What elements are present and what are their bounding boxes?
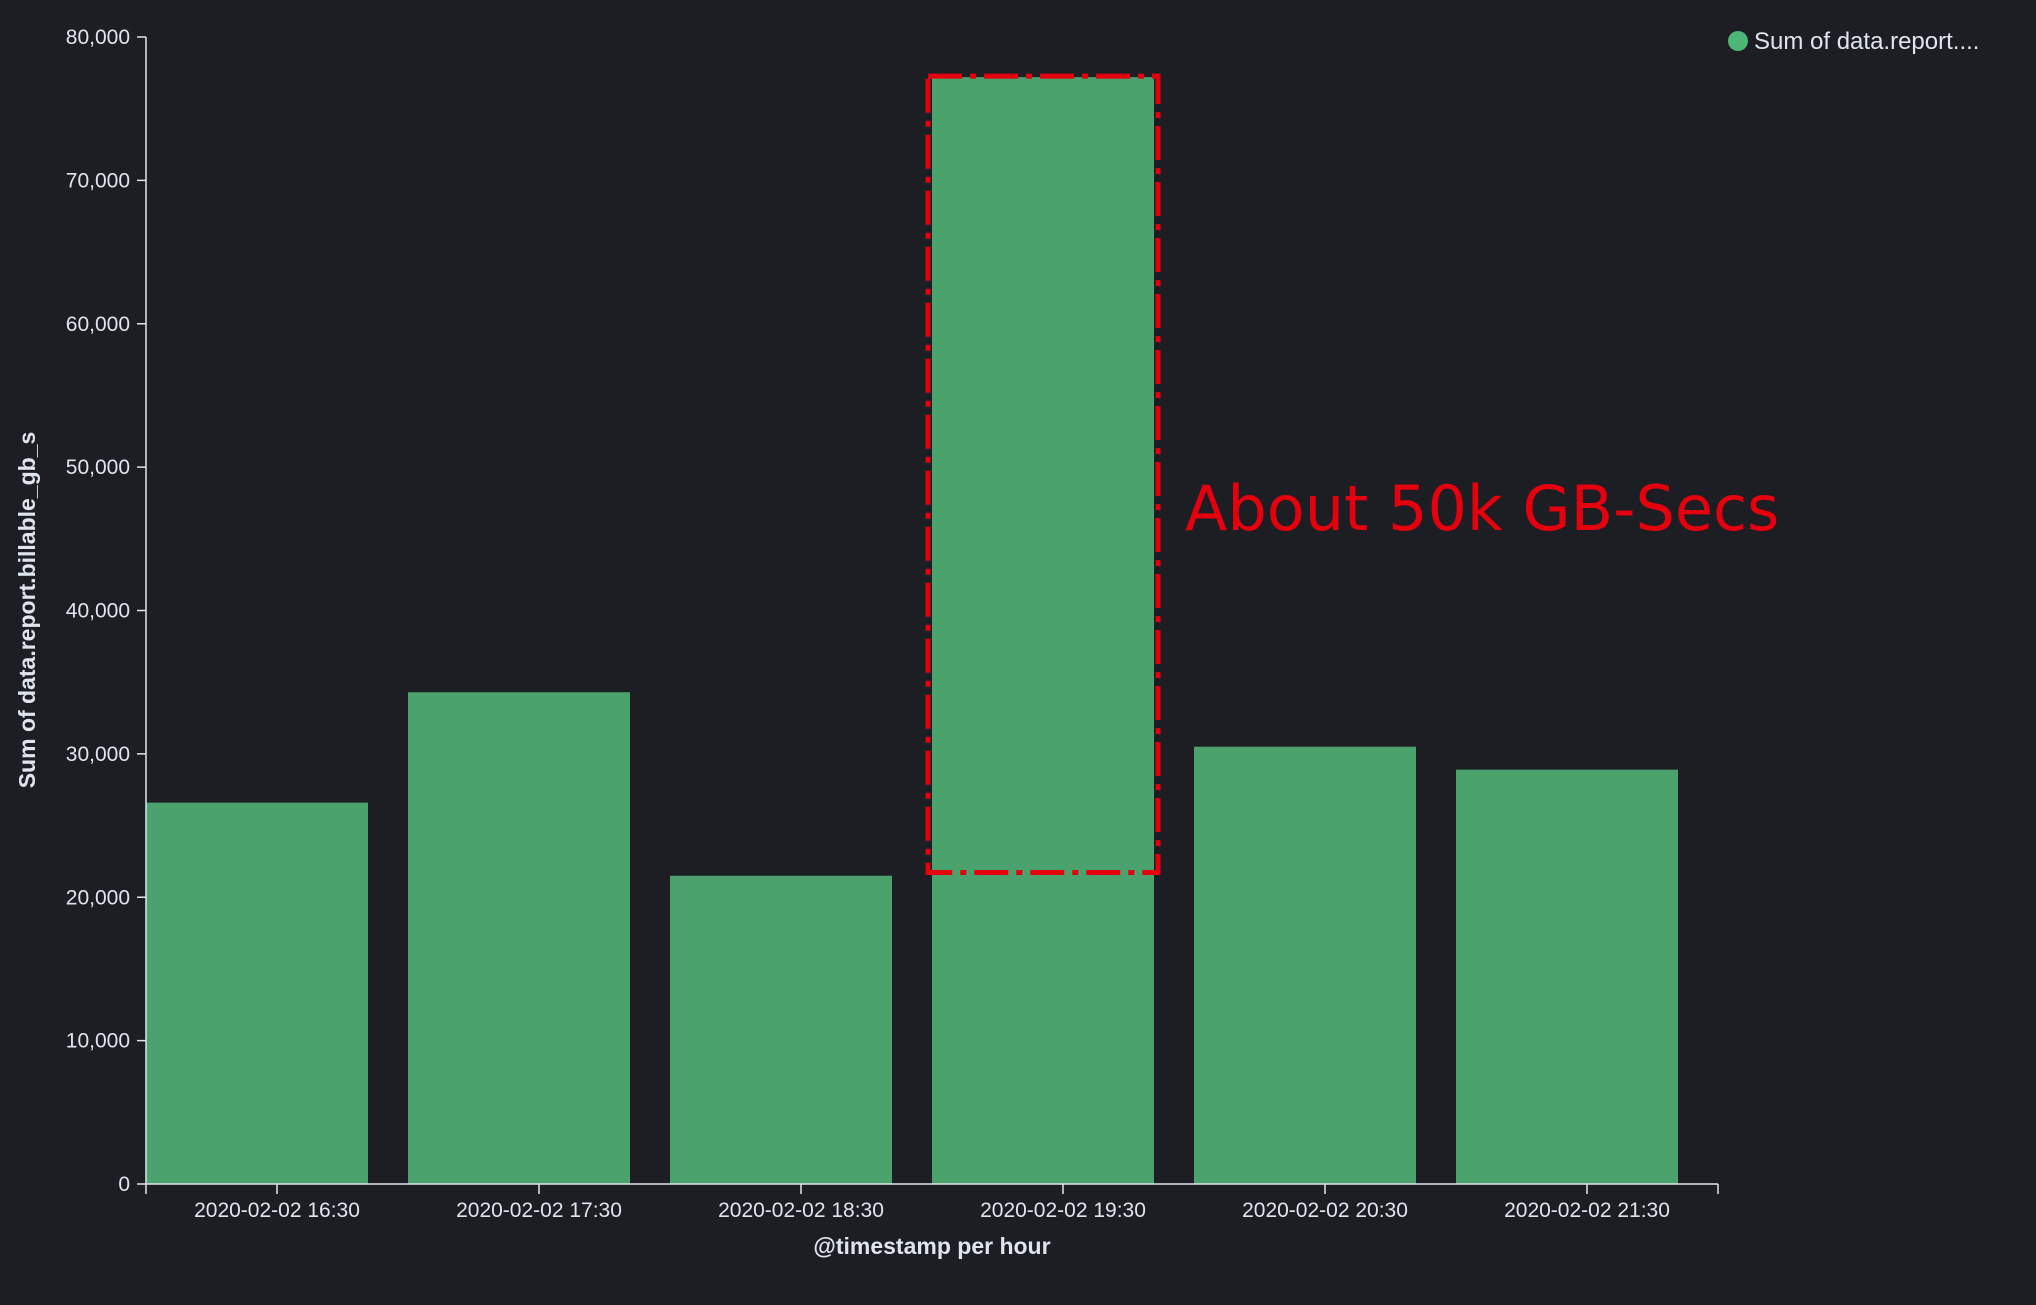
bar-5[interactable] [1456,769,1678,1184]
bar-2[interactable] [670,875,892,1184]
y-tick-label-8: 80,000 [66,26,130,49]
y-tick-label-6: 60,000 [66,313,130,336]
y-tick-label-5: 50,000 [66,456,130,479]
annotation-box [925,73,1161,875]
annotation: About 50k GB-Secs [925,73,1779,875]
legend-swatch [1728,31,1748,51]
bar-3[interactable] [932,77,1154,1184]
bar-0[interactable] [146,802,368,1184]
y-tick-label-1: 10,000 [66,1030,130,1053]
annotation-text: About 50k GB-Secs [1185,472,1779,545]
x-tick-label-2: 2020-02-02 18:30 [718,1199,884,1222]
x-tick-label-4: 2020-02-02 20:30 [1242,1199,1408,1222]
x-axis-title: @timestamp per hour [813,1233,1050,1259]
y-tick-label-4: 40,000 [66,600,130,623]
y-tick-label-3: 30,000 [66,743,130,766]
bar-1[interactable] [408,692,630,1184]
y-tick-label-2: 20,000 [66,886,130,909]
ticks: 0 10,000 20,000 30,000 40,000 50,000 60,000 70,… [66,26,1670,1222]
legend[interactable]: Sum of data.report.... [1728,28,1979,55]
x-tick-label-0: 2020-02-02 16:30 [194,1199,360,1222]
legend-label[interactable]: Sum of data.report.... [1754,28,1979,55]
bar-4[interactable] [1194,746,1416,1184]
y-axis-title: Sum of data.report.billable_gb_s [14,432,40,789]
x-tick-label-5: 2020-02-02 21:30 [1504,1199,1670,1222]
bars [146,77,1678,1184]
y-tick-label-7: 70,000 [66,169,130,192]
x-tick-label-3: 2020-02-02 19:30 [980,1199,1146,1222]
x-tick-label-1: 2020-02-02 17:30 [456,1199,622,1222]
y-tick-label-0: 0 [118,1173,130,1196]
